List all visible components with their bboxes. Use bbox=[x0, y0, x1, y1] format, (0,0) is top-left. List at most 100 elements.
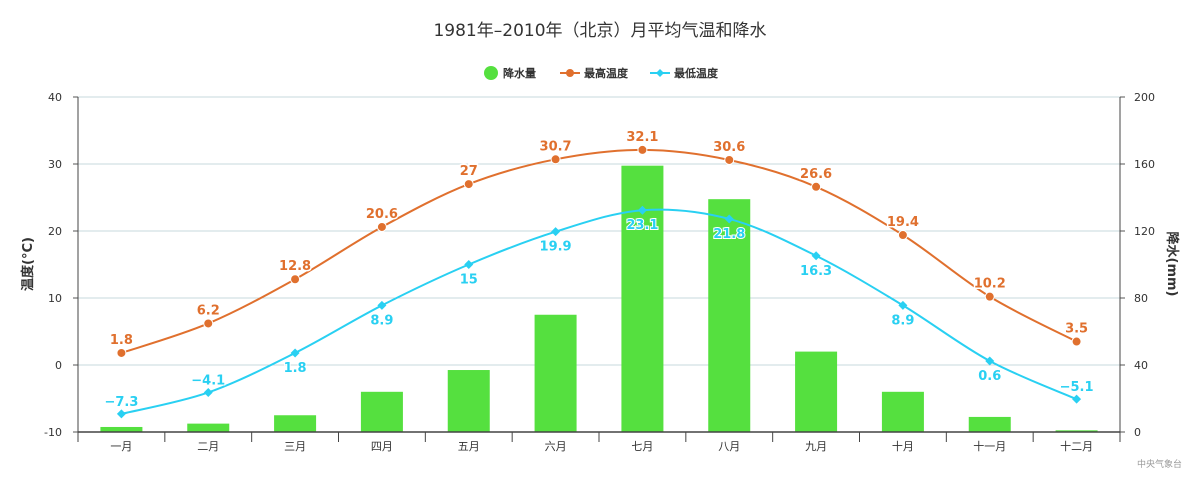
x-tick-label: 二月 bbox=[197, 440, 219, 453]
high-temp-point bbox=[376, 221, 387, 232]
low-temp-point bbox=[724, 214, 734, 224]
precipitation-bar bbox=[968, 416, 1011, 432]
low-temp-label: 0.6 bbox=[978, 369, 1001, 384]
low-temp-label: 16.3 bbox=[800, 264, 832, 279]
y-left-tick-label: 20 bbox=[48, 225, 62, 238]
legend-high-symbol bbox=[566, 69, 574, 77]
x-tick-label: 十月 bbox=[892, 439, 914, 453]
low-temp-point bbox=[464, 260, 474, 269]
y-right-tick-label: 200 bbox=[1134, 91, 1155, 104]
x-tick-label: 七月 bbox=[631, 440, 653, 453]
legend-precipitation-symbol bbox=[484, 66, 498, 80]
x-tick-label: 十二月 bbox=[1060, 439, 1093, 453]
low-temp-label: 21.8 bbox=[713, 227, 745, 242]
x-tick-label: 三月 bbox=[284, 440, 306, 453]
high-temp-point bbox=[897, 230, 908, 241]
precipitation-bar bbox=[708, 199, 751, 432]
y-right-tick-label: 0 bbox=[1134, 426, 1141, 439]
low-temp-line bbox=[121, 208, 1077, 415]
precipitation-bar bbox=[360, 391, 403, 432]
y-left-tick-label: 0 bbox=[55, 359, 62, 372]
low-temp-label: −7.3 bbox=[104, 395, 138, 410]
low-temp-label: 8.9 bbox=[891, 313, 914, 328]
high-temp-label: 30.7 bbox=[540, 139, 572, 154]
high-temp-label: 1.8 bbox=[110, 333, 133, 348]
precipitation-bar bbox=[447, 370, 490, 432]
x-tick-label: 一月 bbox=[110, 440, 132, 453]
high-temp-label: 6.2 bbox=[197, 303, 220, 318]
high-temp-point bbox=[637, 144, 648, 155]
x-tick-label: 六月 bbox=[545, 440, 567, 453]
high-temp-label: 19.4 bbox=[887, 215, 919, 230]
low-temp-point bbox=[290, 348, 300, 358]
high-temp-label: 10.2 bbox=[974, 277, 1006, 292]
legend: 降水量 最高温度 最低温度 bbox=[484, 66, 719, 80]
high-temp-point bbox=[463, 179, 474, 190]
high-temp-label: 26.6 bbox=[800, 167, 832, 182]
y-axis-right-title: 降水(mm) bbox=[1164, 232, 1180, 297]
x-tick-label: 十一月 bbox=[973, 439, 1006, 453]
credits: 中央气象台 bbox=[1137, 458, 1182, 470]
precipitation-bar bbox=[187, 423, 230, 432]
low-temp-point bbox=[898, 300, 908, 310]
chart-title: 1981年–2010年（北京）月平均气温和降水 bbox=[433, 21, 766, 41]
low-temp-label: 1.8 bbox=[284, 361, 307, 376]
temperature-lines bbox=[116, 144, 1082, 419]
precipitation-bar bbox=[534, 314, 577, 432]
y-right-tick-label: 120 bbox=[1134, 225, 1155, 238]
high-temp-label: 32.1 bbox=[626, 130, 658, 145]
low-temp-label: −5.1 bbox=[1060, 380, 1094, 395]
high-temp-point bbox=[984, 291, 995, 302]
low-temp-label: 8.9 bbox=[370, 313, 393, 328]
low-temp-point bbox=[377, 300, 387, 310]
axes: -10 0 10 20 30 40 0 40 80 120 160 200 一月 二月 三月 四月 五月 六月 七月… bbox=[44, 91, 1155, 453]
low-temp-label: 15 bbox=[460, 273, 478, 288]
low-temp-point bbox=[551, 227, 561, 237]
high-temp-point bbox=[1071, 336, 1082, 347]
y-right-tick-label: 80 bbox=[1134, 292, 1148, 305]
legend-precipitation-label: 降水量 bbox=[503, 66, 536, 80]
precipitation-bar bbox=[795, 351, 838, 432]
high-temp-point bbox=[203, 318, 214, 329]
x-tick-label: 九月 bbox=[805, 440, 827, 453]
x-tick-label: 八月 bbox=[718, 440, 740, 453]
y-right-tick-label: 40 bbox=[1134, 359, 1148, 372]
high-temp-point bbox=[290, 274, 301, 285]
high-temp-label: 12.8 bbox=[279, 259, 311, 274]
high-temp-label: 27 bbox=[460, 164, 478, 179]
high-temp-label: 30.6 bbox=[713, 140, 745, 155]
high-temp-label: 20.6 bbox=[366, 207, 398, 222]
low-temp-label: 23.1 bbox=[626, 218, 658, 233]
low-temp-point bbox=[637, 205, 647, 215]
high-temp-point bbox=[811, 181, 822, 192]
precipitation-bars bbox=[100, 165, 1098, 433]
precipitation-bar bbox=[1055, 430, 1098, 432]
high-temp-label: 3.5 bbox=[1065, 322, 1088, 337]
legend-low-label: 最低温度 bbox=[674, 66, 719, 80]
x-tick-label: 四月 bbox=[371, 440, 393, 453]
y-axis-left-title: 温度(°C) bbox=[20, 237, 36, 291]
legend-low-symbol bbox=[656, 69, 664, 77]
low-temp-point bbox=[203, 387, 213, 397]
high-temp-line bbox=[121, 148, 1078, 354]
precipitation-bar bbox=[881, 391, 924, 432]
low-temp-label: −4.1 bbox=[191, 373, 225, 388]
data-labels: 1.8 6.2 12.8 20.6 27 30.7 32.1 30.6 26.6 19.4 10.2… bbox=[103, 128, 1094, 410]
low-temp-point bbox=[811, 251, 821, 261]
precipitation-bar bbox=[621, 165, 664, 433]
y-left-tick-label: -10 bbox=[44, 426, 62, 439]
low-temp-point bbox=[985, 356, 995, 366]
low-temp-point bbox=[116, 409, 126, 419]
y-right-tick-label: 160 bbox=[1134, 158, 1155, 171]
high-temp-point bbox=[724, 154, 735, 165]
x-tick-label: 五月 bbox=[458, 440, 480, 453]
y-left-tick-label: 10 bbox=[48, 292, 62, 305]
high-temp-point bbox=[550, 154, 561, 165]
legend-high-label: 最高温度 bbox=[584, 66, 629, 80]
precipitation-bar bbox=[274, 415, 317, 432]
precipitation-bar bbox=[100, 426, 143, 432]
y-left-tick-label: 30 bbox=[48, 158, 62, 171]
low-temp-label: 19.9 bbox=[540, 240, 572, 255]
low-temp-point bbox=[1072, 394, 1082, 404]
